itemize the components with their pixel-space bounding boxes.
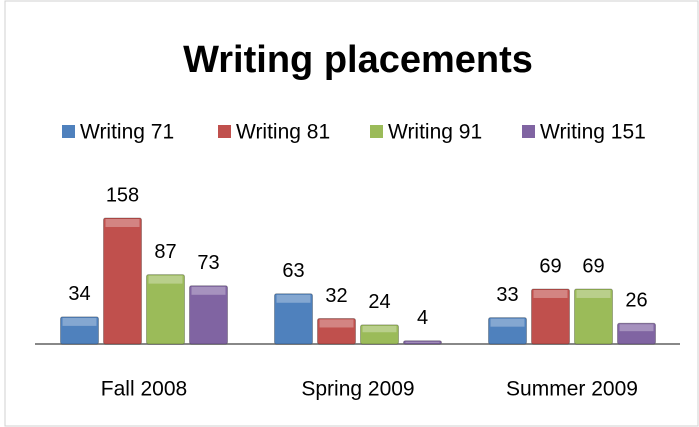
legend-label: Writing 81 [236, 121, 330, 144]
bar [60, 316, 99, 345]
legend-label: Writing 91 [388, 121, 482, 144]
bar-shine [191, 286, 226, 295]
chart-title: Writing placements [183, 39, 533, 81]
data-label: 69 [582, 255, 604, 277]
data-label: 24 [368, 291, 390, 313]
bar-shine [490, 318, 525, 327]
data-label: 34 [68, 283, 90, 305]
legend-swatch [62, 125, 75, 138]
bar [617, 322, 656, 345]
bar-shine [362, 325, 397, 333]
bar [403, 340, 442, 345]
data-label: 87 [154, 241, 176, 263]
data-label: 33 [496, 284, 518, 306]
bar [574, 288, 613, 345]
bar-shine [276, 294, 311, 303]
bar [360, 324, 399, 345]
legend-label: Writing 151 [540, 121, 646, 144]
legend-swatch [522, 125, 535, 138]
data-label: 63 [282, 260, 304, 282]
bar-shine [319, 319, 354, 328]
bar [189, 285, 228, 345]
legend-swatch [370, 125, 383, 138]
data-label: 4 [417, 307, 428, 329]
legend-swatch [218, 125, 231, 138]
data-label: 69 [539, 255, 561, 277]
bar-shine [105, 219, 140, 227]
bar [317, 317, 356, 345]
bar [531, 288, 570, 345]
bar-shine [619, 324, 654, 332]
chart-frame [4, 0, 699, 427]
data-label: 26 [625, 290, 647, 312]
data-label: 158 [106, 184, 139, 206]
legend-label: Writing 71 [80, 121, 174, 144]
bar-shine [576, 289, 611, 298]
bar [146, 274, 185, 345]
bar [274, 293, 313, 345]
bar [103, 217, 142, 345]
bar-shine [148, 275, 183, 284]
x-tick-label: Spring 2009 [301, 378, 414, 401]
bar-shine [533, 289, 568, 298]
data-label: 32 [325, 285, 347, 307]
x-tick-label: Summer 2009 [506, 378, 638, 401]
x-tick-label: Fall 2008 [101, 378, 187, 401]
data-label: 73 [197, 252, 219, 274]
bar-shine [62, 317, 97, 326]
bar-shine [405, 341, 440, 343]
bar [488, 317, 527, 345]
